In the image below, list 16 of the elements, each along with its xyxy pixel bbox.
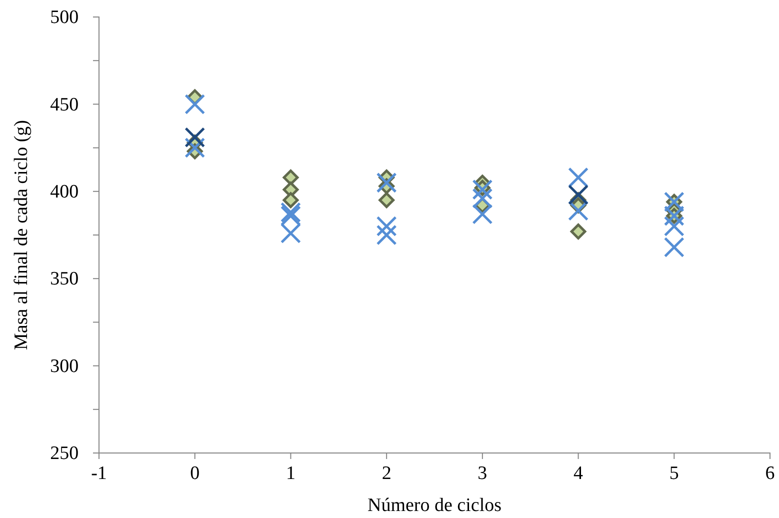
y-tick-label: 250: [50, 443, 79, 464]
x-tick-label: 4: [574, 463, 584, 484]
x-axis-title: Número de ciclos: [367, 495, 502, 516]
y-tick-label: 500: [50, 7, 79, 28]
y-tick-label: 400: [50, 181, 79, 202]
y-tick-label: 300: [50, 356, 79, 377]
x-tick-label: 5: [669, 463, 679, 484]
y-tick-label: 450: [50, 94, 79, 116]
y-axis-title: Masa al final de cada ciclo (g): [11, 120, 32, 350]
x-tick-label: 0: [190, 463, 200, 484]
x-tick-label: 2: [382, 463, 392, 484]
x-tick-label: 3: [478, 463, 488, 484]
x-tick-label: 6: [765, 463, 775, 484]
x-tick-label: 1: [286, 463, 296, 484]
x-tick-label: -1: [91, 463, 107, 484]
y-tick-label: 350: [50, 268, 79, 290]
